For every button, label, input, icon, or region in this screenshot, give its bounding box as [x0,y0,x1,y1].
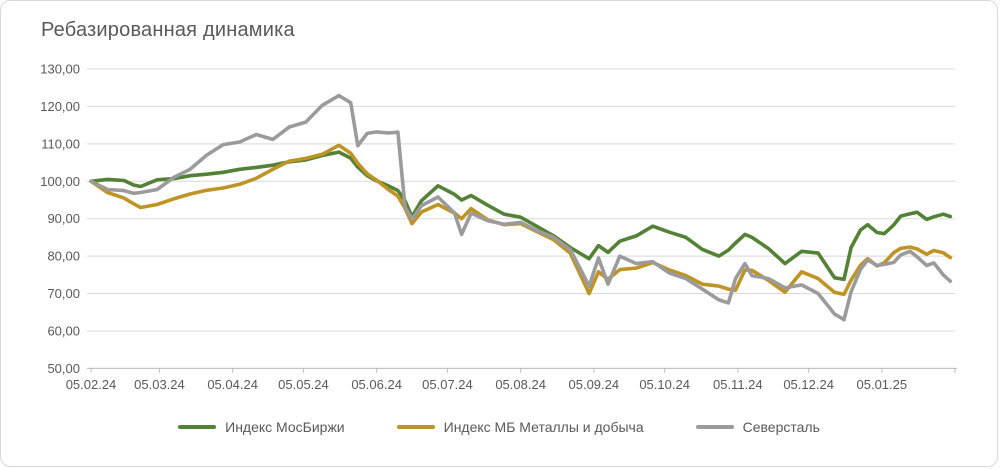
series-line-2 [89,143,953,297]
y-axis-tick-label: 70,00 [47,286,80,301]
y-axis-tick-label: 80,00 [47,249,80,264]
legend-line-swatch [396,424,435,430]
legend-label: Индекс МБ Металлы и добыча [443,419,644,435]
legend-item-3: Северсталь [695,419,820,435]
y-axis-tick-label: 100,00 [40,174,80,189]
legend-item-1: Индекс МосБиржи [178,419,345,435]
x-axis-tick-label: 05.08.24 [495,377,546,392]
series-line-1 [89,150,953,282]
x-axis-tick-label: 05.11.24 [713,377,763,392]
legend-line-swatch [695,424,734,430]
y-axis-tick-label: 110,00 [41,136,80,151]
chart-legend: Индекс МосБиржи Индекс МБ Металлы и добыч… [1,419,997,435]
legend-item-2: Индекс МБ Металлы и добыча [396,419,644,435]
x-axis-tick-label: 05.07.24 [422,377,473,392]
x-axis-tick-label: 05.10.24 [639,377,690,392]
legend-label: Индекс МосБиржи [225,419,345,435]
x-axis-tick-label: 05.02.24 [66,377,117,392]
y-axis-tick-label: 90,00 [47,211,80,226]
y-axis-tick-label: 60,00 [47,323,80,338]
y-axis-tick-label: 130,00 [40,62,80,77]
x-axis-tick-label: 05.05.24 [278,377,329,392]
x-axis-tick-label: 05.04.24 [207,377,258,392]
chart-title: Ребазированная динамика [41,19,295,41]
y-axis-tick-label: 120,00 [40,99,80,114]
x-axis-tick-label: 05.06.24 [351,377,402,392]
legend-label: Северсталь [742,419,820,435]
x-axis-tick-label: 05.03.24 [134,377,185,392]
x-axis-tick-label: 05.09.24 [569,377,620,392]
x-axis-tick-label: 05.01.25 [857,377,908,392]
legend-line-swatch [178,424,217,430]
x-axis-tick-label: 05.12.24 [783,377,834,392]
y-axis-tick-label: 50,00 [47,361,80,376]
series-line-3 [89,93,953,322]
